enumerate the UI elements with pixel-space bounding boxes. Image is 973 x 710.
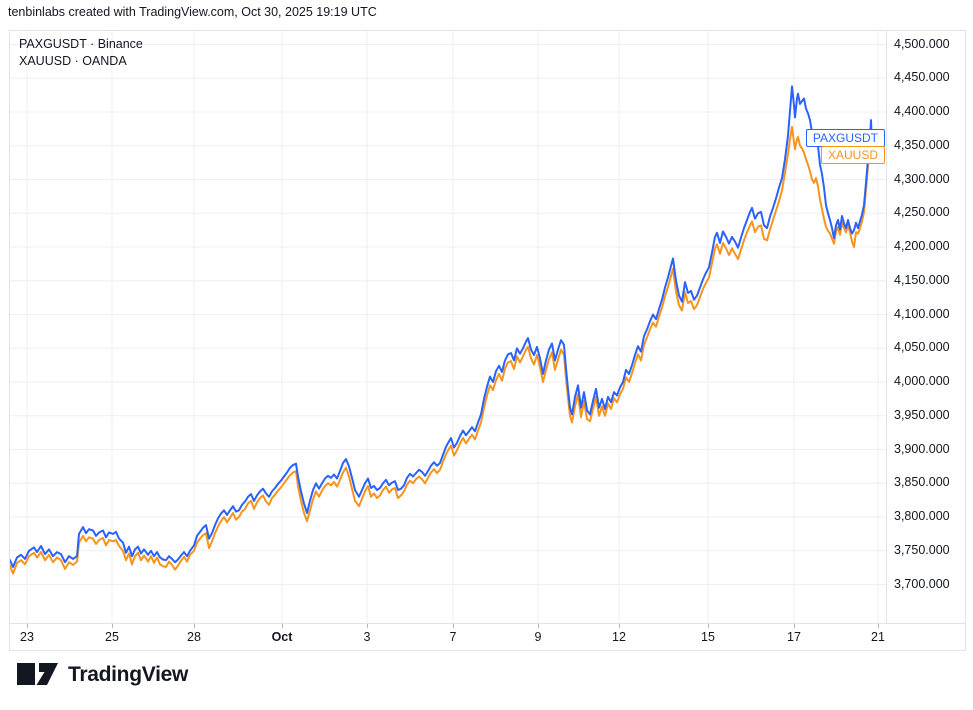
time-scale-tick [453, 624, 454, 628]
series-line-xauusd [10, 125, 875, 575]
time-scale-label: 21 [871, 630, 885, 644]
time-scale-label: 28 [187, 630, 201, 644]
tradingview-wordmark: TradingView [68, 663, 189, 686]
time-scale-label: 23 [20, 630, 34, 644]
price-scale-label: 3,750.000 [894, 542, 950, 557]
price-chart-canvas [10, 31, 886, 623]
time-scale[interactable]: 23 25 28 Oct 3 7 9 12 15 17 21 [10, 623, 965, 650]
time-scale-tick [619, 624, 620, 628]
plot-area[interactable]: PAXGUSDT · Binance XAUUSD · OANDA PAXGUS… [10, 31, 886, 623]
time-scale-label: 12 [612, 630, 626, 644]
time-scale-label: 25 [105, 630, 119, 644]
series-line-paxgusdt [10, 85, 875, 568]
time-scale-label: 7 [449, 630, 457, 644]
price-scale-label: 3,900.000 [894, 441, 950, 456]
time-scale-tick [27, 624, 28, 628]
price-scale-label: 4,450.000 [894, 70, 950, 85]
time-scale-label: 3 [363, 630, 371, 644]
price-scale-label: 4,250.000 [894, 205, 950, 220]
time-scale-tick [878, 624, 879, 628]
price-scale[interactable]: 4,500.000 4,450.000 4,400.000 4,350.000 4,30… [886, 31, 965, 623]
price-scale-label: 3,700.000 [894, 576, 950, 591]
price-scale-label: 4,350.000 [894, 137, 950, 152]
time-scale-tick [708, 624, 709, 628]
legend-item-xauusd: XAUUSD · OANDA [19, 54, 127, 68]
tradingview-mark-icon [17, 663, 58, 685]
time-scale-tick [194, 624, 195, 628]
time-scale-label: 17 [787, 630, 801, 644]
tradingview-logo[interactable]: TradingView [17, 663, 188, 687]
legend-item-paxgusdt: PAXGUSDT · Binance [19, 37, 143, 51]
time-scale-tick [538, 624, 539, 628]
attribution-text: tenbinlabs created with TradingView.com,… [8, 5, 377, 19]
time-scale-label: 9 [534, 630, 542, 644]
chart-widget: PAXGUSDT · Binance XAUUSD · OANDA PAXGUS… [9, 30, 966, 651]
series-tag-paxgusdt: PAXGUSDT [805, 129, 885, 148]
price-scale-label: 4,500.000 [894, 36, 950, 51]
price-scale-label: 3,850.000 [894, 475, 950, 490]
time-scale-tick [367, 624, 368, 628]
time-scale-label: Oct [271, 630, 293, 644]
price-scale-label: 3,950.000 [894, 407, 950, 422]
series-tag-xauusd: XAUUSD [820, 146, 885, 165]
time-scale-label: 15 [701, 630, 715, 644]
price-scale-label: 4,000.000 [894, 374, 950, 388]
price-scale-label: 4,200.000 [894, 239, 950, 253]
chart-legend: PAXGUSDT · Binance XAUUSD · OANDA [19, 36, 143, 70]
price-scale-label: 3,800.000 [894, 509, 950, 524]
price-scale-label: 4,050.000 [894, 340, 950, 355]
price-scale-label: 4,100.000 [894, 306, 950, 321]
price-scale-label: 4,150.000 [894, 272, 950, 287]
time-scale-tick [112, 624, 113, 628]
time-scale-tick [794, 624, 795, 628]
price-scale-label: 4,400.000 [894, 104, 950, 118]
price-scale-label: 4,300.000 [894, 171, 950, 186]
time-scale-tick [282, 624, 283, 628]
